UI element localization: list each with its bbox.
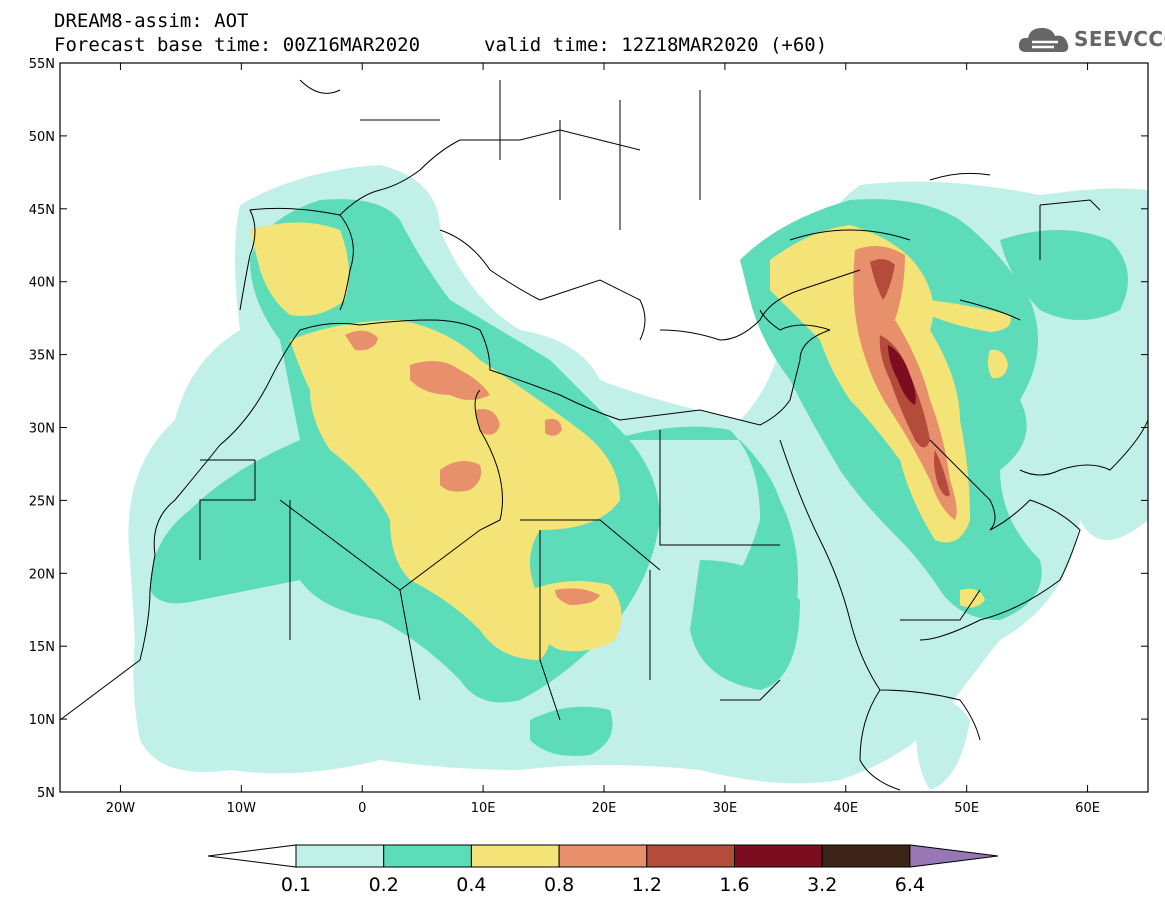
colorbar-label: 3.2 [807,874,837,896]
colorbar-low-arrow [207,844,297,868]
aot-field [60,63,1148,792]
lat-tick-label: 5N [37,786,55,801]
lat-tick-label: 50N [29,130,55,145]
colorbar-label: 0.1 [281,874,311,896]
coastlines [60,79,1148,791]
logo-text: SEEVCCC [1074,27,1165,51]
valid-time: valid time: 12Z18MAR2020 (+60) [484,34,828,56]
lon-tick-label: 60E [1075,801,1100,816]
seevccc-logo: SEEVCCC [1018,22,1165,56]
aot-level-1.6 [888,345,916,405]
lon-tick-label: 10E [471,801,496,816]
lat-axis: 55N 50N 45N 40N 35N 30N 25N 20N 15N 10N 5N [29,57,1148,801]
lon-tick-label: 20W [106,801,136,816]
model-title: DREAM8-assim: AOT [54,10,249,32]
lat-tick-label: 45N [29,203,55,218]
colorbar: 0.1 0.2 0.4 0.8 1.2 1.6 3.2 6.4 [207,844,998,896]
colorbar-bin [821,844,911,868]
colorbar-high-arrow [909,844,998,868]
colorbar-label: 0.2 [369,874,399,896]
colorbar-bin [383,844,472,868]
lat-tick-label: 55N [29,57,55,72]
lon-tick-label: 20E [592,801,617,816]
colorbar-bin [470,844,560,868]
lat-tick-label: 30N [29,422,55,437]
lat-tick-label: 40N [29,276,55,291]
colorbar-bin [558,844,648,868]
colorbar-bin [734,844,823,868]
lon-tick-label: 40E [833,801,858,816]
lon-axis: 20W 10W 0 10E 20E 30E 40E 50E 60E [106,63,1100,816]
lon-tick-label: 10W [227,801,257,816]
colorbar-label: 0.4 [456,874,486,896]
lat-tick-label: 10N [29,713,55,728]
lon-tick-label: 30E [713,801,738,816]
lat-tick-label: 25N [29,494,55,509]
colorbar-label: 6.4 [895,874,925,896]
colorbar-bin [295,844,385,868]
lat-tick-label: 15N [29,640,55,655]
colorbar-label: 1.6 [719,874,749,896]
lat-tick-label: 35N [29,349,55,364]
colorbar-label: 1.2 [632,874,662,896]
base-time: Forecast base time: 00Z16MAR2020 [54,34,421,56]
lat-tick-label: 20N [29,567,55,582]
colorbar-label: 0.8 [544,874,574,896]
cloud-icon [1018,28,1069,52]
colorbar-bin [646,844,735,868]
lon-tick-label: 50E [954,801,979,816]
lon-tick-label: 0 [358,801,366,816]
